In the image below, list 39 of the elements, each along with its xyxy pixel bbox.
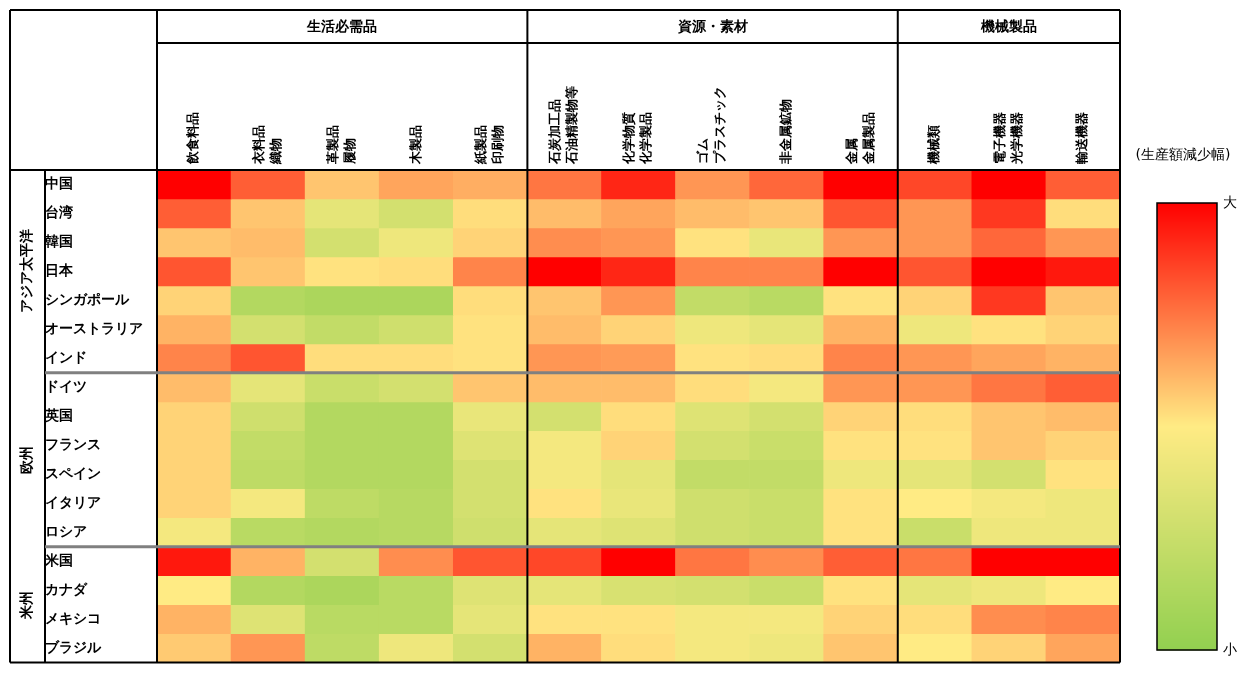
y-tick-label: オーストラリア bbox=[45, 320, 143, 337]
y-tick-label: ブラジル bbox=[45, 638, 102, 655]
x-tick-label: 紙製品印刷物 bbox=[473, 125, 506, 165]
x-tick-label: 輸送機器 bbox=[1074, 112, 1090, 165]
x-tick-label: 木製品 bbox=[407, 125, 423, 165]
x-tick-label: 電子機器光学機器 bbox=[991, 112, 1024, 165]
y-tick-label: 日本 bbox=[45, 262, 74, 279]
y-tick-label: 台湾 bbox=[45, 204, 73, 221]
y-tick-label: インド bbox=[45, 348, 87, 365]
text: 資源・素材 bbox=[676, 18, 748, 35]
y-tick-label: ロシア bbox=[45, 522, 87, 539]
text: 米州 bbox=[18, 590, 35, 620]
x-tick-label: ゴムプラスチック bbox=[695, 86, 728, 164]
text: アジア太平洋 bbox=[18, 229, 35, 314]
x-tick-label: 化学物質化学製品 bbox=[621, 112, 654, 165]
y-tick-label: カナダ bbox=[45, 580, 88, 597]
x-tick-label: 金属金属製品 bbox=[843, 112, 876, 165]
y-tick-label: フランス bbox=[45, 435, 101, 452]
y-tick-label: イタリア bbox=[45, 493, 101, 510]
y-tick-label: ドイツ bbox=[45, 377, 87, 394]
color-bar-title: (生産額減少幅) bbox=[1135, 145, 1231, 162]
text: 欧州 bbox=[18, 445, 35, 474]
x-tick-label: 非金属鉱物 bbox=[778, 99, 794, 165]
color-bar-label: 小 bbox=[1223, 640, 1237, 657]
y-tick-label: シンガポール bbox=[45, 291, 130, 308]
x-tick-label: 革製品履物 bbox=[325, 125, 358, 165]
y-tick-label: メキシコ bbox=[45, 609, 101, 626]
color-bar-label: 大 bbox=[1223, 193, 1237, 210]
y-tick-label: 韓国 bbox=[45, 233, 73, 250]
x-tick-label: 機械類 bbox=[926, 125, 942, 165]
text: 機械製品 bbox=[979, 18, 1037, 35]
y-tick-label: スペイン bbox=[45, 464, 101, 481]
x-tick-label: 石炭加工品石油精製物等 bbox=[547, 86, 580, 165]
text: 生活必需品 bbox=[306, 18, 378, 35]
y-tick-label: 英国 bbox=[44, 406, 73, 423]
x-tick-label: 衣料品織物 bbox=[250, 125, 283, 165]
y-tick-label: 米国 bbox=[44, 551, 73, 568]
y-tick-label: 中国 bbox=[45, 175, 73, 192]
x-tick-label: 飲食料品 bbox=[185, 112, 201, 165]
